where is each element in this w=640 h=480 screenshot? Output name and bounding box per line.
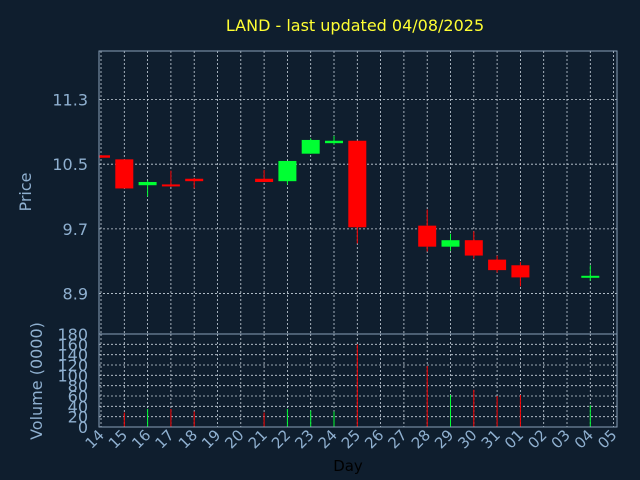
price-candles — [99, 135, 600, 287]
x-axis-ticks: 1415161718192021222324252627282930310102… — [82, 426, 621, 452]
candle-body — [511, 265, 530, 278]
volume-bars — [123, 344, 591, 427]
volume-tick-label: 60 — [68, 387, 88, 406]
volume-tick-label: 120 — [57, 356, 88, 375]
volume-panel-frame — [98, 333, 618, 428]
volume-tick-label: 180 — [57, 325, 88, 344]
candle-04 — [581, 265, 600, 281]
volume-tick-label: 140 — [57, 346, 88, 365]
candle-16 — [138, 180, 157, 197]
candle-01 — [511, 262, 530, 287]
price-tick-label: 11.3 — [52, 91, 88, 110]
candle-body — [441, 240, 460, 247]
volume-tick-label: 100 — [57, 366, 88, 385]
price-tick-label: 10.5 — [52, 155, 88, 174]
candle-body — [488, 259, 507, 271]
candle-22 — [278, 160, 297, 185]
candle-30 — [464, 231, 483, 259]
volume-tick-label: 0 — [78, 418, 88, 437]
volume-axis-label: Volume (0000) — [27, 322, 46, 440]
candle-24 — [325, 135, 343, 145]
candle-body — [99, 155, 110, 158]
candle-body — [161, 184, 180, 187]
price-tick-label: 8.9 — [63, 285, 88, 304]
candle-14 — [99, 155, 110, 158]
candle-15 — [115, 159, 134, 189]
volume-tick-label: 20 — [68, 408, 88, 427]
price-axis-ticks: 11.3 10.5 9.7 8.9 — [52, 91, 88, 304]
price-panel: 11.3 10.5 9.7 8.9 Price — [16, 50, 618, 335]
candle-body — [115, 159, 134, 189]
candle-28 — [418, 209, 437, 252]
candle-31 — [488, 255, 507, 273]
candle-18 — [185, 177, 204, 189]
candle-body — [325, 140, 343, 144]
price-tick-label: 9.7 — [63, 220, 88, 239]
x-axis-label: Day — [333, 457, 363, 475]
candle-body — [581, 275, 600, 278]
candle-body — [278, 160, 297, 182]
candle-25 — [348, 140, 367, 244]
candle-body — [301, 139, 320, 154]
price-grid — [99, 51, 617, 334]
candle-body — [464, 240, 483, 256]
volume-tick-label: 160 — [57, 335, 88, 354]
candle-body — [138, 181, 157, 186]
volume-tick-label: 80 — [68, 377, 88, 396]
candle-17 — [161, 170, 180, 187]
candle-23 — [301, 138, 320, 154]
volume-tick-label: 40 — [68, 397, 88, 416]
candle-21 — [255, 169, 274, 182]
chart-title: LAND - last updated 04/08/2025 — [226, 16, 484, 35]
candle-body — [185, 178, 204, 182]
candle-body — [418, 225, 437, 247]
price-axis-label: Price — [16, 172, 35, 211]
candle-body — [255, 178, 274, 182]
candle-29 — [441, 233, 460, 251]
candle-body — [348, 140, 367, 228]
